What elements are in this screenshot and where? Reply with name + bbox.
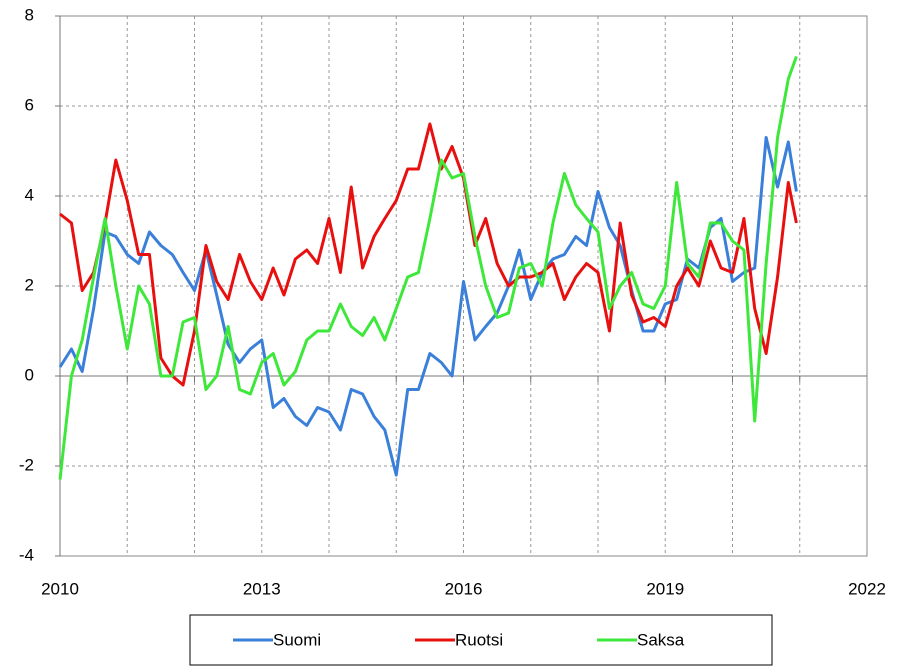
line-series <box>59 122 798 387</box>
x-tick-label: 2010 <box>41 579 79 598</box>
x-tick-label: 2022 <box>848 579 886 598</box>
y-tick-label: 8 <box>25 5 34 24</box>
legend-label: Ruotsi <box>455 630 503 649</box>
legend-label: Suomi <box>273 630 321 649</box>
legend-box <box>189 614 773 666</box>
line-series <box>58 136 798 477</box>
x-tick-label: 2019 <box>646 579 684 598</box>
y-tick-label: -4 <box>19 545 34 564</box>
y-tick-label: -2 <box>19 455 34 474</box>
x-tick-label: 2013 <box>243 579 281 598</box>
y-tick-label: 2 <box>25 275 34 294</box>
y-tick-label: 6 <box>25 95 34 114</box>
line-series <box>58 55 798 480</box>
y-tick-label: 4 <box>25 185 34 204</box>
x-tick-label: 2016 <box>445 579 483 598</box>
legend-label: Saksa <box>637 630 685 649</box>
y-tick-label: 0 <box>25 365 34 384</box>
